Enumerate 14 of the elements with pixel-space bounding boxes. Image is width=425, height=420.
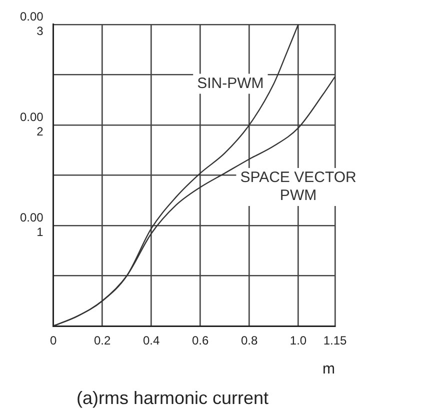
x-tick-label: 1.15	[323, 334, 347, 348]
series-label: SPACE VECTOR PWM	[240, 169, 356, 204]
y-tick-label: 0.00 2	[20, 110, 44, 138]
series-label: SIN-PWM	[197, 74, 264, 92]
text: (a)rms harmonic current	[76, 388, 269, 408]
y-tick-label: 0.00 1	[20, 210, 44, 239]
x-tick-label: 0.4	[142, 334, 160, 348]
x-tick-label: 0	[50, 334, 58, 348]
x-tick-label: 0.2	[94, 334, 111, 348]
x-axis-title: m	[322, 360, 335, 378]
x-tick-label: 0.6	[192, 334, 209, 348]
x-tick-label: 1.0	[290, 334, 307, 348]
y-tick-label: 0.00 3	[20, 10, 44, 38]
x-tick-label: 0.8	[240, 334, 258, 348]
